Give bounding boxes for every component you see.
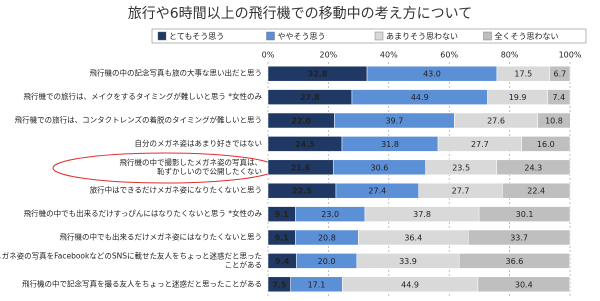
category-label: 飛行機の中でも出来るだけすっぴんにはなりたくないと思う *女性のみ <box>24 208 263 218</box>
legend-swatch <box>374 31 384 41</box>
value-label: 22.0 <box>291 117 311 126</box>
value-label: 44.9 <box>401 280 419 289</box>
x-tick-label: 60% <box>440 51 458 60</box>
category-label: 飛行機の中でも出来るだけメガネ姿にはなりたくないと思う <box>60 232 263 242</box>
category-label: メガネ姿の写真をFacebookなどのSNSに載せた友人をちょっと迷惑だと思った… <box>0 250 262 269</box>
value-label: 33.7 <box>510 234 528 243</box>
legend-label: 全くそう思わない <box>495 31 559 41</box>
value-label: 16.0 <box>537 140 555 149</box>
bar-segment <box>458 253 570 269</box>
value-label: 27.6 <box>487 117 505 126</box>
value-label: 7.4 <box>552 93 565 102</box>
bar-segment <box>478 206 571 222</box>
value-label: 30.6 <box>371 163 389 172</box>
value-label: 21.6 <box>291 163 311 172</box>
bar-segment <box>537 112 571 129</box>
value-label: 27.7 <box>452 187 470 196</box>
value-label: 24.3 <box>524 163 542 172</box>
legend-frame <box>151 28 587 44</box>
value-label: 39.7 <box>385 117 403 126</box>
value-label: 20.0 <box>318 257 336 266</box>
x-tick-label: 20% <box>320 51 338 60</box>
category-label: 飛行機の中の記念写真も旅の大事な思い出だと思う <box>90 68 263 78</box>
category-label: 自分のメガネ姿はあまり好きではない <box>135 138 263 148</box>
bar-segment <box>549 65 571 82</box>
bar-segment <box>502 182 571 199</box>
value-label: 23.5 <box>452 163 470 172</box>
value-label: 24.5 <box>295 140 315 149</box>
value-label: 32.8 <box>308 70 328 79</box>
value-label: 31.8 <box>381 140 399 149</box>
bar-segment <box>467 229 571 246</box>
bar-segment <box>547 89 571 105</box>
value-label: 27.7 <box>471 140 489 149</box>
value-label: 9.4 <box>275 257 290 266</box>
value-label: 30.1 <box>516 210 534 219</box>
legend-swatch <box>157 31 167 41</box>
bar-segment <box>496 159 571 176</box>
value-label: 22.4 <box>527 187 545 196</box>
value-label: 20.8 <box>318 234 336 243</box>
value-label: 17.5 <box>514 70 532 79</box>
value-label: 43.0 <box>423 70 441 79</box>
x-tick-label: 0% <box>262 51 275 60</box>
value-label: 6.7 <box>554 70 567 79</box>
category-label: 旅行中はできるだけメガネ姿になりたくないと思う <box>90 185 262 195</box>
category-label: 飛行機での旅行は、コンタクトレンズの着脱のタイミングが難しいと思う <box>15 115 262 125</box>
category-label: 飛行機の中で記念写真を撮る友人をちょっと迷惑だと思ったことがある <box>22 278 262 288</box>
value-label: 27.8 <box>300 93 320 102</box>
x-tick-label: 100% <box>559 51 582 60</box>
value-label: 23.0 <box>321 210 339 219</box>
legend-label: ややそう思う <box>278 32 326 41</box>
value-label: 10.8 <box>545 117 563 126</box>
value-label: 9.1 <box>275 234 290 243</box>
legend-label: とてもそう思う <box>169 32 224 41</box>
value-label: 36.4 <box>404 234 422 243</box>
value-label: 7.5 <box>272 280 287 289</box>
legend-swatch <box>483 31 492 41</box>
value-label: 44.9 <box>411 93 429 102</box>
value-label: 37.8 <box>413 210 431 219</box>
value-label: 9.1 <box>275 210 290 219</box>
category-label: 飛行機の中で撮影したメガネ姿の写真は、恥ずかしいので公開したくない <box>120 157 263 176</box>
legend-label: あまりそう思わない <box>386 32 458 41</box>
legend-swatch <box>266 31 275 41</box>
value-label: 22.5 <box>292 187 312 196</box>
bar-segment <box>521 136 571 152</box>
value-label: 19.9 <box>509 93 527 102</box>
x-tick-label: 40% <box>380 51 398 60</box>
value-label: 36.6 <box>506 257 524 266</box>
bar-segment <box>477 276 570 293</box>
value-label: 30.4 <box>515 280 533 289</box>
value-label: 33.9 <box>399 257 417 266</box>
value-label: 27.4 <box>368 187 386 196</box>
x-tick-label: 80% <box>501 51 519 60</box>
chart-title: 旅行や6時間以上の飛行機での移動中の考え方について <box>128 6 473 22</box>
category-label: 飛行機での旅行は、メイクをするタイミングが難しいと思う *女性のみ <box>24 91 263 101</box>
value-label: 17.1 <box>308 280 326 289</box>
